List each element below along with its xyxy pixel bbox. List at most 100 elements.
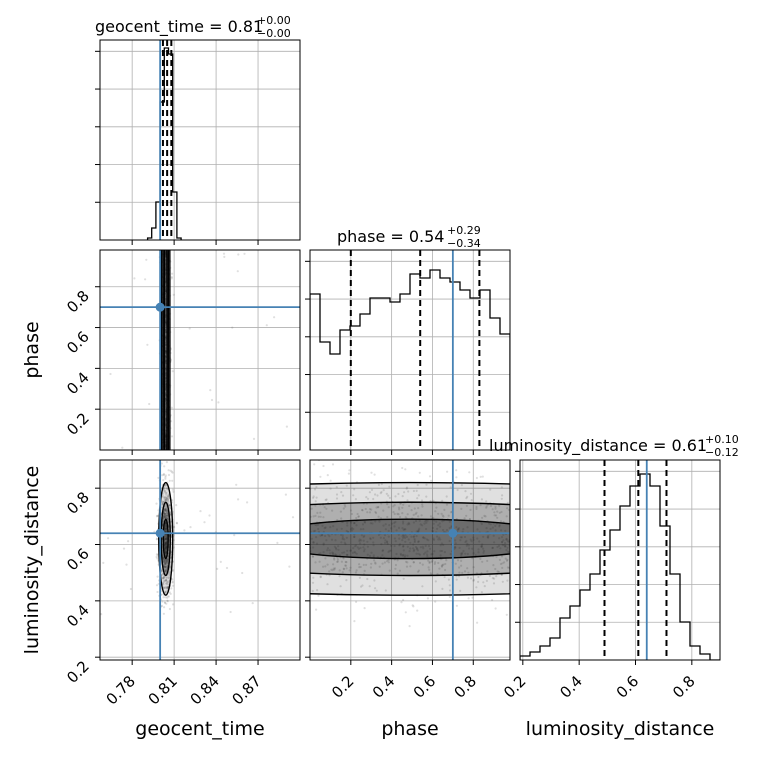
sample-point [165, 576, 169, 579]
sample-point [445, 559, 448, 562]
sample-point [165, 517, 168, 520]
sample-point [430, 553, 433, 556]
sample-point [437, 561, 440, 565]
density-level-2 [310, 519, 510, 559]
sample-point [399, 515, 402, 519]
sample-point [312, 541, 315, 544]
sample-point [321, 524, 324, 527]
sample-point [478, 540, 481, 543]
sample-point [431, 552, 434, 556]
sample-point [340, 517, 343, 520]
sample-point [401, 527, 404, 530]
sample-point [399, 553, 403, 557]
sample-point [210, 398, 214, 402]
sample-point [325, 498, 328, 501]
sample-point [393, 504, 396, 507]
sample-point [165, 560, 168, 563]
sample-point [165, 550, 168, 553]
sample-point [460, 484, 463, 487]
sample-point [163, 538, 166, 541]
sample-point [417, 552, 420, 555]
sample-point [407, 521, 410, 525]
sample-point [163, 566, 166, 569]
sample-point [388, 496, 391, 499]
sample-point [162, 511, 165, 514]
sample-point [129, 587, 132, 591]
sample-point [393, 512, 396, 516]
sample-point [168, 479, 171, 482]
panel-phase-phase [305, 249, 511, 455]
sample-point [165, 566, 168, 569]
sample-point [426, 550, 429, 553]
panel-frame [309, 459, 511, 661]
panel-frame [519, 459, 721, 661]
sample-point [357, 515, 360, 518]
sample-point [369, 566, 372, 569]
sample-point [485, 506, 488, 509]
sample-point [394, 563, 397, 567]
sample-point [416, 609, 419, 612]
sample-point [485, 527, 488, 530]
sample-point [166, 495, 170, 498]
sample-point [468, 471, 471, 474]
sample-point [319, 511, 322, 514]
sample-point [160, 604, 164, 608]
sample-point [165, 527, 168, 530]
sample-point [401, 495, 404, 498]
sample-point [344, 543, 347, 546]
sample-point [165, 544, 168, 548]
sample-point [167, 473, 171, 477]
sample-point [166, 586, 169, 590]
sample-point [428, 561, 431, 565]
sample-point [388, 524, 391, 527]
sample-point [164, 544, 167, 548]
sample-point [163, 514, 166, 518]
sample-point [394, 520, 397, 524]
sample-point [448, 595, 451, 599]
sample-point [333, 557, 336, 560]
sample-point [388, 549, 391, 553]
sample-point [363, 569, 366, 573]
sample-point [469, 492, 473, 495]
x-tick-label-luminosity_distance: 0.2 [500, 672, 530, 702]
sample-point [334, 539, 337, 542]
sample-point [324, 498, 327, 502]
sample-point [165, 491, 168, 494]
xlabel-geocent-time: geocent_time [135, 718, 264, 740]
sample-point [162, 581, 165, 584]
sample-point [476, 621, 479, 624]
sample-point [332, 552, 335, 555]
sample-point [203, 521, 206, 524]
sample-point [164, 509, 167, 512]
sample-point [172, 490, 175, 493]
sample-point [322, 464, 325, 468]
sample-point [162, 586, 165, 589]
sample-point [377, 533, 380, 537]
sample-point [323, 527, 326, 530]
sample-point [476, 537, 479, 540]
sample-point [171, 488, 174, 491]
sample-point [332, 525, 335, 528]
sample-point [491, 598, 494, 602]
sample-point [340, 527, 343, 530]
sample-point [326, 474, 329, 477]
sample-point [412, 535, 415, 539]
sample-point [165, 499, 168, 502]
sample-point [357, 547, 360, 550]
sample-point [374, 493, 377, 496]
sample-point [378, 565, 381, 568]
sample-point [460, 554, 463, 557]
sample-point [162, 473, 165, 477]
sample-point [362, 546, 365, 549]
sample-point [365, 563, 368, 567]
sample-point [169, 592, 172, 596]
sample-point [357, 515, 360, 518]
sample-point [506, 550, 510, 553]
sample-point [167, 554, 170, 557]
sample-point [361, 509, 364, 512]
sample-point [408, 625, 411, 628]
sample-point [173, 526, 176, 529]
sample-point [407, 538, 410, 541]
sample-point [164, 562, 167, 566]
sample-point [480, 591, 483, 594]
